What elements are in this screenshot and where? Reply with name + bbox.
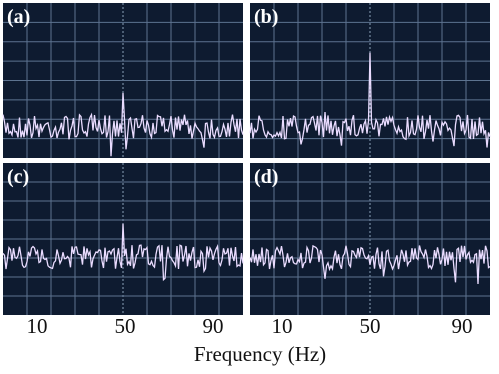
- x-tick-label: 10: [27, 314, 48, 338]
- spectrum-trace: [249, 244, 491, 285]
- panel-label: (d): [254, 166, 278, 188]
- spectrum-trace: [2, 92, 244, 157]
- x-tick-label: 10: [272, 314, 293, 338]
- x-axis-label: Frequency (Hz): [194, 342, 326, 366]
- x-tick-label: 90: [203, 314, 224, 338]
- x-tick-label: 50: [115, 314, 136, 338]
- screen: (c): [2, 163, 244, 315]
- x-tick-label: 90: [452, 314, 473, 338]
- panel-label: (c): [7, 166, 29, 188]
- panel-label: (b): [254, 6, 278, 28]
- screen: (b): [249, 3, 491, 158]
- screen: (a): [2, 3, 244, 158]
- spectrum-trace: [249, 52, 491, 148]
- panel-label: (a): [7, 6, 30, 28]
- screen: (d): [249, 163, 491, 315]
- spectrum-trace: [2, 223, 244, 282]
- x-tick-label: 50: [360, 314, 381, 338]
